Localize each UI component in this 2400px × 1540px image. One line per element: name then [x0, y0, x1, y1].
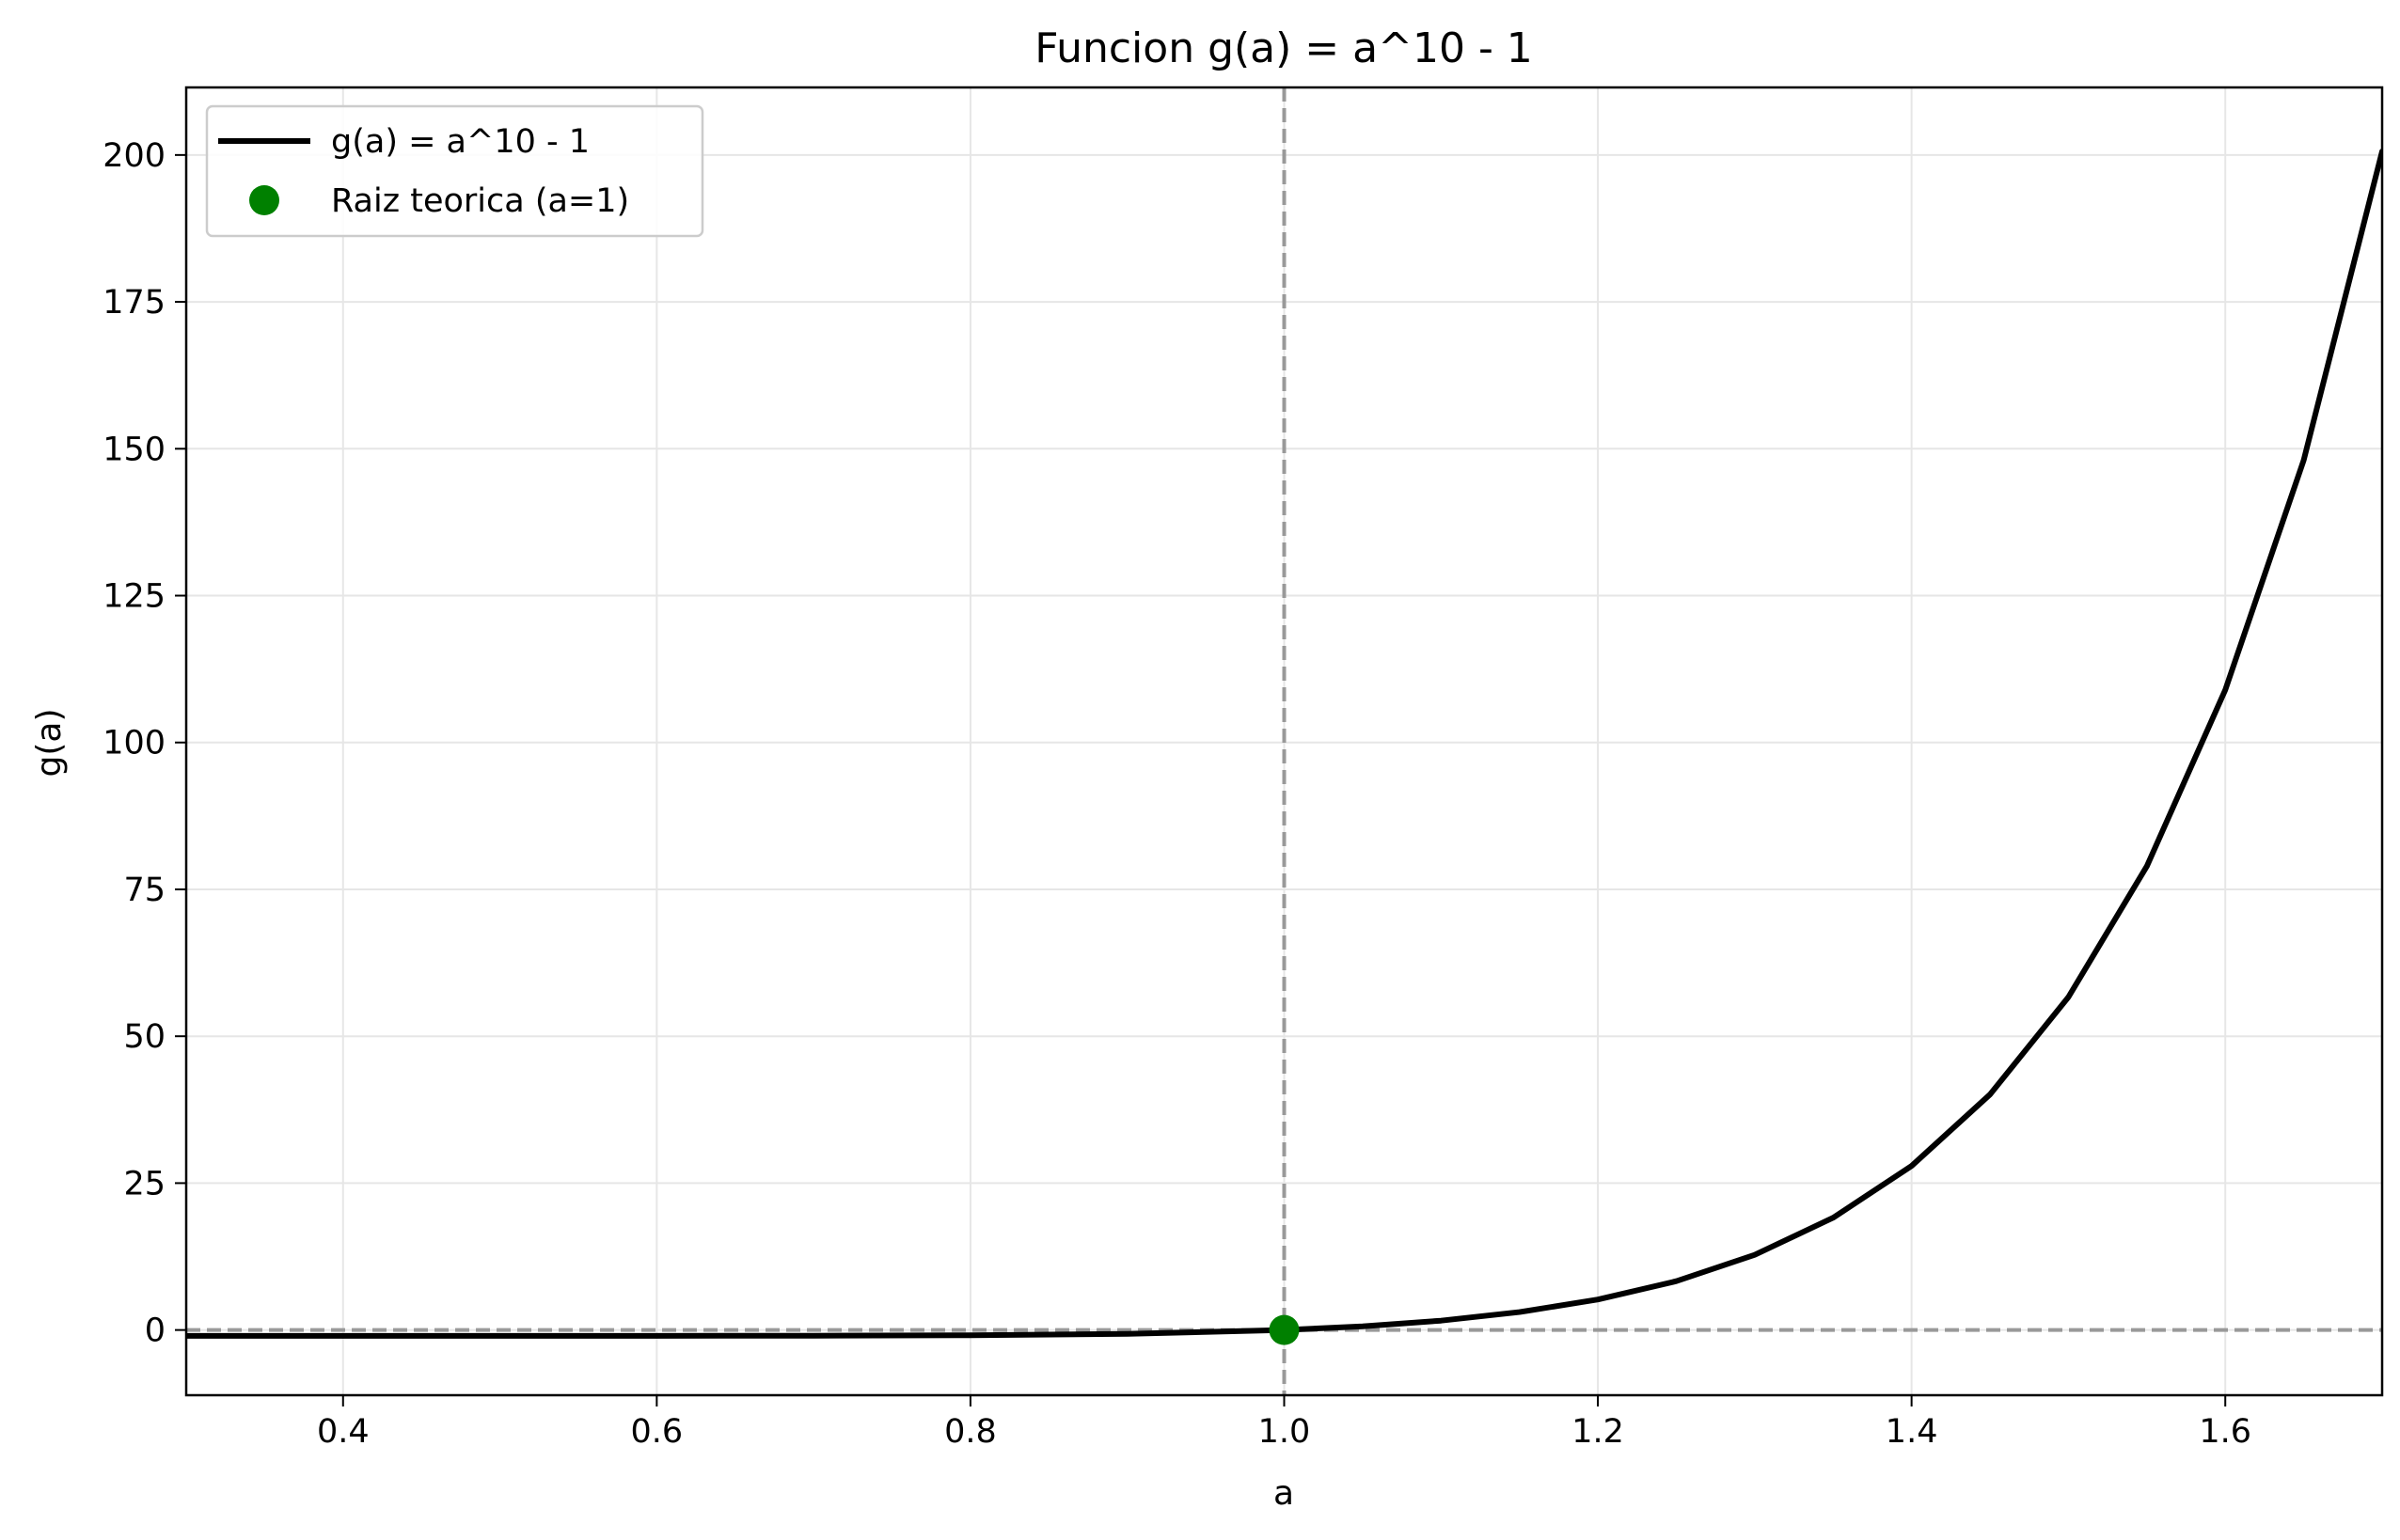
root-marker	[1269, 1314, 1300, 1345]
x-tick-label: 1.0	[1258, 1413, 1311, 1451]
x-tick-label: 0.8	[944, 1413, 997, 1451]
x-tick-label: 1.2	[1571, 1413, 1624, 1451]
y-tick-label: 75	[123, 872, 166, 909]
x-tick-label: 1.6	[2199, 1413, 2251, 1451]
y-tick-label: 125	[103, 578, 166, 616]
x-tick-label: 0.6	[631, 1413, 684, 1451]
legend-label-root: Raiz teorica (a=1)	[331, 182, 629, 220]
x-axis: 0.4 0.6 0.8 1.0 1.2 1.4 1.6	[317, 1395, 2251, 1451]
y-tick-label: 0	[145, 1312, 166, 1350]
curve-line	[186, 149, 2382, 1339]
y-tick-label: 200	[103, 137, 166, 175]
x-axis-title: a	[1273, 1474, 1294, 1513]
y-axis: 0 25 50 75 100 125 150 175 200	[103, 137, 186, 1350]
y-tick-label: 50	[123, 1018, 166, 1056]
y-tick-label: 25	[123, 1165, 166, 1202]
y-tick-label: 175	[103, 284, 166, 322]
series-layer	[186, 149, 2382, 1345]
y-tick-label: 100	[103, 725, 166, 762]
y-axis-title: g(a)	[30, 708, 69, 777]
y-tick-label: 150	[103, 431, 166, 468]
legend-box	[205, 104, 704, 238]
x-tick-label: 0.4	[317, 1413, 370, 1451]
legend-label-curve: g(a) = a^10 - 1	[331, 123, 590, 161]
legend: g(a) = a^10 - 1 Raiz teorica (a=1)	[205, 104, 704, 238]
x-tick-label: 1.4	[1886, 1413, 1938, 1451]
chart-title: Funcion g(a) = a^10 - 1	[1034, 24, 1533, 72]
legend-marker-swatch	[249, 185, 279, 215]
